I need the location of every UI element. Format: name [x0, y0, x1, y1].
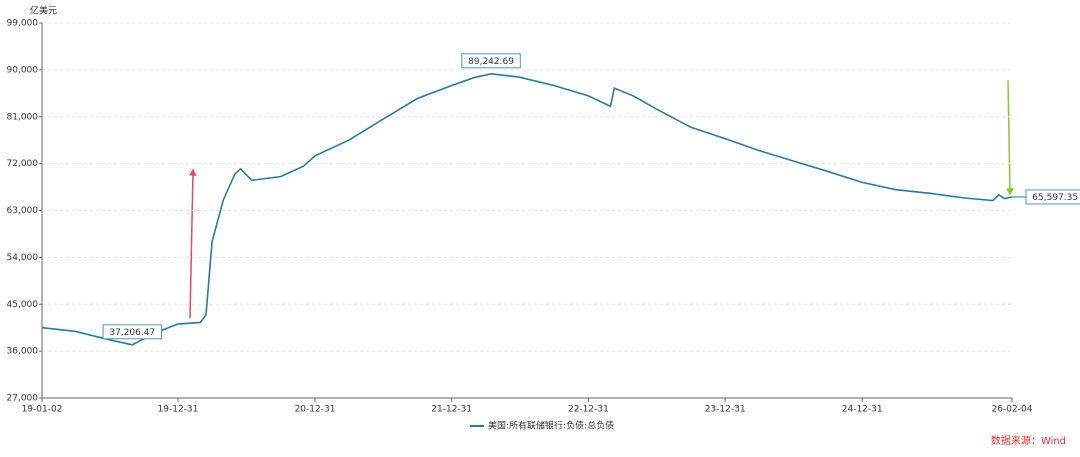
- y-tick-label: 90,000: [7, 65, 39, 75]
- data-label: 89,242.69: [468, 57, 514, 67]
- arrow: [1006, 79, 1014, 196]
- x-tick-label: 24-12-31: [842, 405, 883, 415]
- y-tick-label: 54,000: [7, 253, 39, 263]
- y-tick-label: 36,000: [7, 347, 39, 357]
- line: [41, 73, 1013, 346]
- x-tick-label: 21-12-31: [431, 405, 472, 415]
- x-tick-label: 22-12-31: [568, 405, 609, 415]
- y-tick-label: 99,000: [7, 19, 39, 29]
- x-tick-label: 20-12-31: [295, 405, 336, 415]
- y-unit: 亿美元: [30, 5, 57, 17]
- x-tick-label: 26-02-04: [992, 405, 1033, 415]
- label-box: [461, 53, 521, 69]
- x-tick-label: 19-12-31: [158, 405, 199, 415]
- arrow: [189, 168, 197, 319]
- data-label: 37,206.47: [109, 328, 155, 338]
- legend-label: 美国:所有联储银行:负债:总负债: [488, 420, 614, 432]
- y-tick-label: 63,000: [7, 206, 39, 216]
- label-box: [102, 324, 162, 340]
- x-tick-label: 19-01-02: [22, 405, 63, 415]
- source: 数据来源：Wind: [991, 434, 1066, 447]
- y-tick-label: 72,000: [7, 159, 39, 169]
- data-label: 65,597.35: [1032, 193, 1078, 203]
- y-tick-label: 27,000: [7, 394, 39, 404]
- label-box: [1025, 189, 1080, 205]
- x-tick-label: 23-12-31: [705, 405, 746, 415]
- y-tick-label: 81,000: [7, 112, 39, 122]
- y-tick-label: 45,000: [7, 300, 39, 310]
